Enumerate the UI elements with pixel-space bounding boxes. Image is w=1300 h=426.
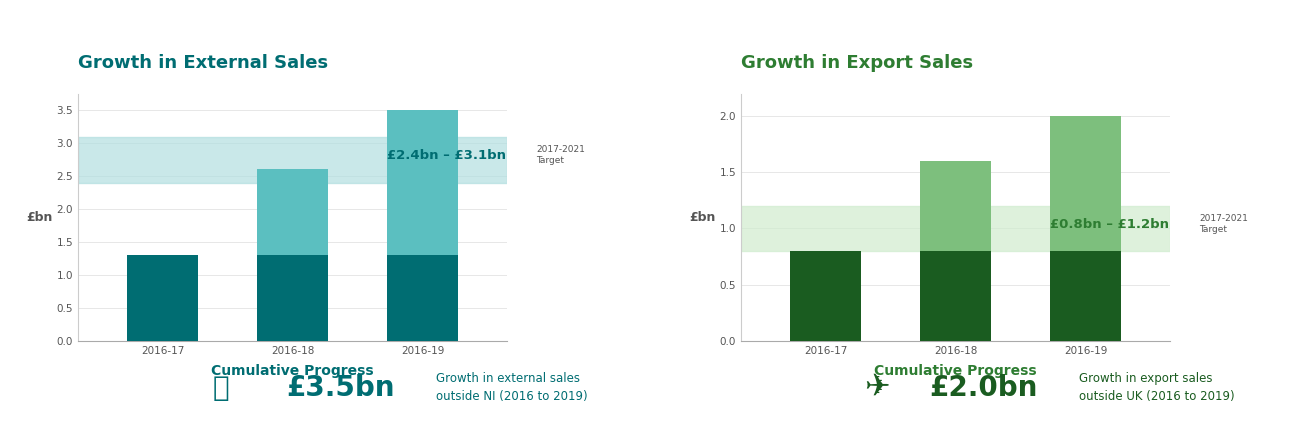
Bar <box>257 255 328 341</box>
Y-axis label: £bn: £bn <box>27 211 53 224</box>
Text: £2.4bn – £3.1bn: £2.4bn – £3.1bn <box>387 149 506 162</box>
Bar <box>257 170 328 255</box>
Bar <box>919 161 991 251</box>
Text: Growth in export sales
outside UK (2016 to 2019): Growth in export sales outside UK (2016 … <box>1079 372 1235 403</box>
X-axis label: Cumulative Progress: Cumulative Progress <box>874 364 1037 378</box>
Text: £3.5bn: £3.5bn <box>286 374 394 402</box>
Bar <box>741 206 1170 251</box>
Bar <box>919 251 991 341</box>
Bar <box>1049 251 1121 341</box>
Text: £2.0bn: £2.0bn <box>930 374 1037 402</box>
Text: Growth in external sales
outside NI (2016 to 2019): Growth in external sales outside NI (201… <box>436 372 588 403</box>
Text: Growth in Export Sales: Growth in Export Sales <box>741 55 974 72</box>
Bar <box>127 255 198 341</box>
Bar <box>387 255 458 341</box>
Text: 🚢: 🚢 <box>213 374 229 402</box>
Bar <box>387 110 458 255</box>
Bar <box>789 251 861 341</box>
Bar <box>1049 116 1121 251</box>
Y-axis label: £bn: £bn <box>690 211 716 224</box>
Text: 2017-2021
Target: 2017-2021 Target <box>537 145 585 165</box>
Text: ✈️: ✈️ <box>864 373 890 402</box>
X-axis label: Cumulative Progress: Cumulative Progress <box>211 364 374 378</box>
Text: Growth in External Sales: Growth in External Sales <box>78 55 328 72</box>
Bar <box>78 137 507 183</box>
Text: £0.8bn – £1.2bn: £0.8bn – £1.2bn <box>1050 218 1169 231</box>
Text: 2017-2021
Target: 2017-2021 Target <box>1200 214 1248 234</box>
